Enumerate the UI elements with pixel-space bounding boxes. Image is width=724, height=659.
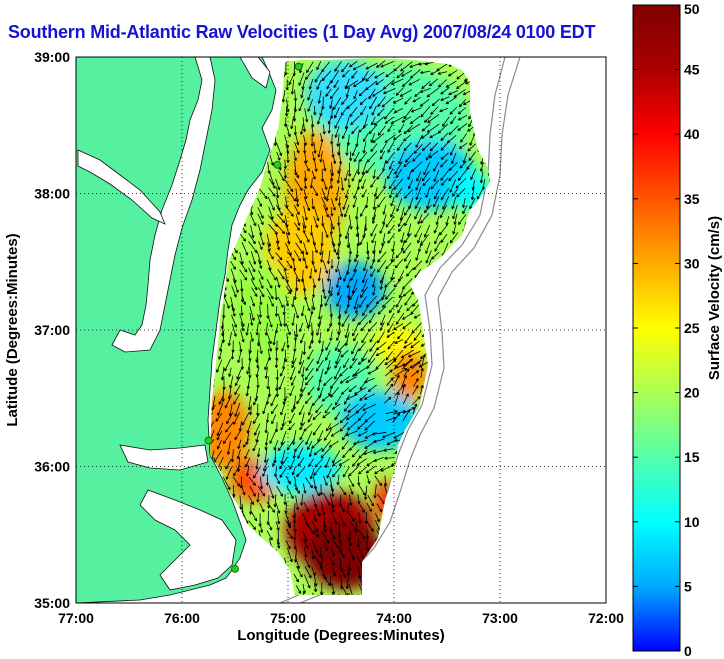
colorbar-tick-label: 50: [684, 1, 700, 17]
station-markers: [204, 62, 303, 573]
colorbar-ticks: 0 5 10 15 20 25 30 35 40 45 50: [633, 1, 700, 659]
x-tick-label: 74:00: [376, 610, 412, 626]
y-tick-label: 35:00: [34, 595, 70, 611]
map-title: Southern Mid-Atlantic Raw Velocities (1 …: [8, 22, 596, 42]
grid-lines: [76, 57, 606, 603]
potomac-river: [77, 149, 166, 225]
x-tick-label: 77:00: [58, 610, 94, 626]
colorbar-tick-label: 45: [684, 62, 700, 78]
colorbar-label: Surface Velocity (cm/s): [706, 216, 723, 380]
x-tick-labels: 77:00 76:00 75:00 74:00 73:00 72:00: [58, 610, 624, 626]
delaware-bay: [239, 57, 271, 89]
station-marker: [273, 160, 282, 169]
colorbar-tick-label: 30: [684, 255, 700, 271]
albemarle-sound: [119, 444, 209, 471]
colorbar-tick-label: 25: [684, 320, 700, 336]
station-marker: [204, 436, 213, 445]
y-tick-label: 38:00: [34, 186, 70, 202]
x-tick-label: 73:00: [482, 610, 518, 626]
x-tick-label: 75:00: [270, 610, 306, 626]
pamlico-sound: [139, 489, 237, 591]
colorbar-tick-label: 20: [684, 385, 700, 401]
x-tick-label: 72:00: [588, 610, 624, 626]
station-marker: [231, 564, 239, 573]
station-marker: [294, 62, 303, 71]
colorbar-tick-label: 5: [684, 578, 692, 594]
y-tick-labels: 39:00 38:00 37:00 36:00 35:00: [34, 49, 70, 611]
colorbar-tick-label: 35: [684, 191, 700, 207]
y-tick-label: 36:00: [34, 459, 70, 475]
colorbar-tick-label: 10: [684, 514, 700, 530]
colorbar: [632, 4, 681, 652]
colorbar-tick-label: 15: [684, 449, 700, 465]
x-tick-label: 76:00: [164, 610, 200, 626]
colorbar-tick-label: 0: [684, 643, 692, 659]
y-tick-label: 37:00: [34, 322, 70, 338]
y-tick-label: 39:00: [34, 49, 70, 65]
x-axis-label: Longitude (Degrees:Minutes): [237, 627, 445, 644]
chesapeake-bay: [111, 57, 216, 353]
colorbar-tick-label: 40: [684, 126, 700, 142]
plot-frame: [75, 56, 607, 604]
y-axis-label: Latitude (Degrees:Minutes): [4, 233, 21, 426]
